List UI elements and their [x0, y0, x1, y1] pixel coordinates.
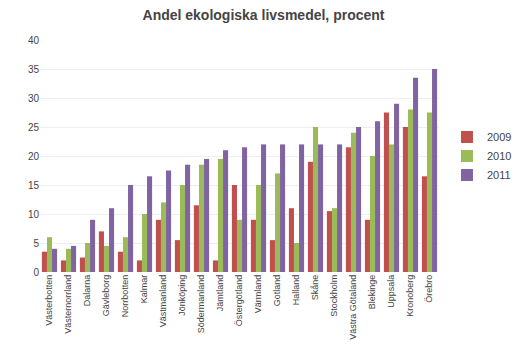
- svg-text:15: 15: [28, 180, 40, 191]
- svg-text:Blekinge: Blekinge: [367, 275, 377, 310]
- svg-text:2011: 2011: [487, 169, 511, 181]
- svg-text:Dalarna: Dalarna: [82, 275, 92, 307]
- svg-text:Jämtland: Jämtland: [215, 275, 225, 312]
- svg-text:25: 25: [28, 122, 40, 133]
- svg-text:Skåne: Skåne: [310, 275, 320, 301]
- svg-text:2010: 2010: [487, 150, 511, 162]
- svg-text:Västmanland: Västmanland: [158, 275, 168, 328]
- svg-text:Uppsala: Uppsala: [386, 275, 396, 308]
- svg-text:Kalmar: Kalmar: [139, 275, 149, 304]
- svg-text:Andel ekologiska livsmedel, pr: Andel ekologiska livsmedel, procent: [143, 7, 385, 23]
- svg-text:40: 40: [28, 35, 40, 46]
- svg-text:Värmland: Värmland: [253, 275, 263, 314]
- svg-text:Södermanland: Södermanland: [196, 275, 206, 334]
- svg-text:Norrbotten: Norrbotten: [120, 275, 130, 318]
- svg-text:Jönköping: Jönköping: [177, 275, 187, 316]
- svg-text:Örebro: Örebro: [424, 275, 434, 303]
- svg-text:Gotland: Gotland: [272, 275, 282, 307]
- svg-text:Kronoberg: Kronoberg: [405, 275, 415, 317]
- svg-text:Västra Götaland: Västra Götaland: [348, 275, 358, 340]
- svg-text:0: 0: [33, 267, 39, 278]
- svg-text:20: 20: [28, 151, 40, 162]
- svg-text:Östergötland: Östergötland: [234, 275, 244, 327]
- svg-text:Västerbotten: Västerbotten: [44, 275, 54, 326]
- svg-text:Halland: Halland: [291, 275, 301, 306]
- svg-text:35: 35: [28, 64, 40, 75]
- svg-text:2009: 2009: [487, 131, 511, 143]
- svg-text:10: 10: [28, 209, 40, 220]
- svg-text:Stockholm: Stockholm: [329, 275, 339, 317]
- svg-text:Västernorrland: Västernorrland: [63, 275, 73, 334]
- svg-text:Gävleborg: Gävleborg: [101, 275, 111, 317]
- svg-text:30: 30: [28, 93, 40, 104]
- svg-text:5: 5: [33, 238, 39, 249]
